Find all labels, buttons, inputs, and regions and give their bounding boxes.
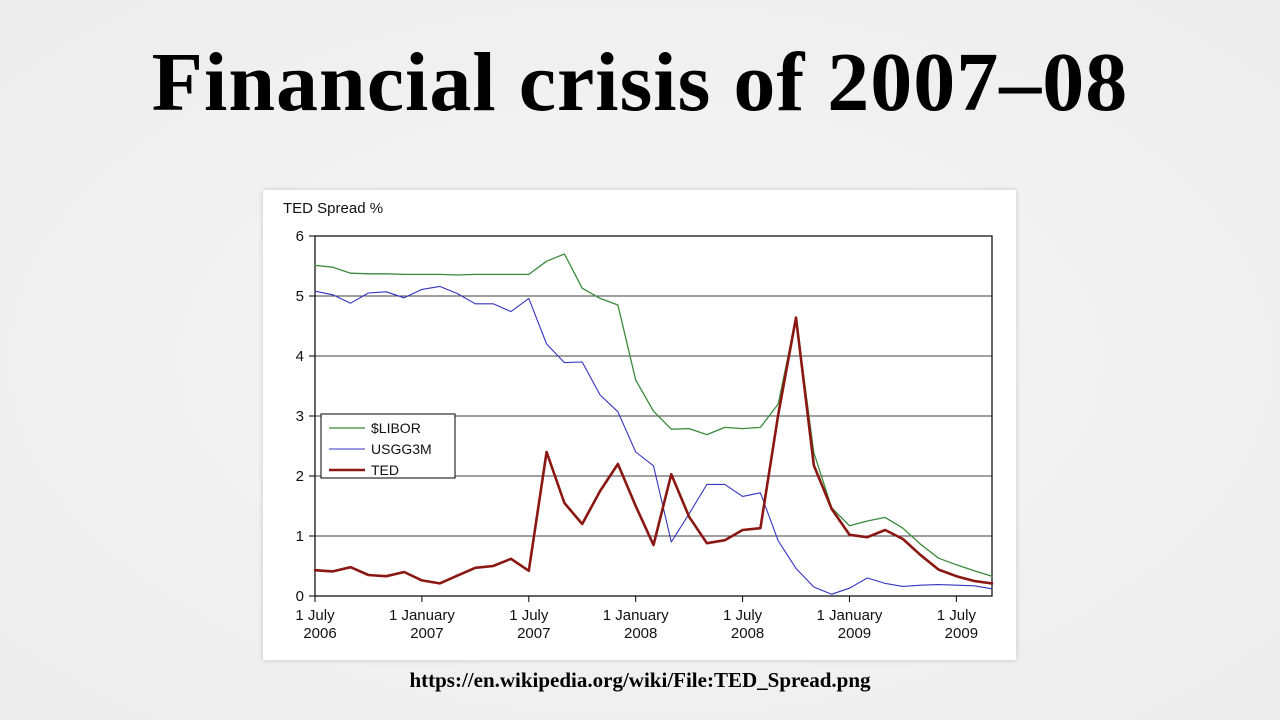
y-tick-label: 1	[296, 528, 304, 545]
legend-label-$LIBOR: $LIBOR	[371, 420, 421, 436]
source-url: https://en.wikipedia.org/wiki/File:TED_S…	[409, 668, 871, 692]
x-tick-label-year: 2009	[945, 625, 978, 642]
x-tick-label-date: 1 January	[389, 607, 455, 624]
y-tick-label: 4	[296, 348, 304, 365]
series-line-TED	[313, 316, 994, 585]
y-tick-label: 2	[296, 468, 304, 485]
x-tick-label-year: 2008	[731, 625, 764, 642]
y-tick-label: 3	[296, 408, 304, 425]
series-line-$LIBOR	[314, 253, 993, 577]
legend-label-USGG3M: USGG3M	[371, 441, 432, 457]
page-title: Financial crisis of 2007–08	[151, 36, 1129, 129]
x-tick-label-date: 1 January	[817, 607, 883, 624]
x-tick-label-date: 1 July	[509, 607, 549, 624]
x-tick-label-date: 1 July	[937, 607, 977, 624]
legend-box	[320, 413, 456, 479]
legend-label-TED: TED	[371, 462, 399, 478]
x-tick-label-year: 2006	[303, 625, 336, 642]
series-line-USGG3M	[314, 285, 993, 595]
chart-title: TED Spread %	[283, 200, 384, 217]
x-tick-label-date: 1 July	[723, 607, 763, 624]
y-tick-label: 0	[296, 588, 304, 605]
y-tick-label: 5	[296, 288, 304, 305]
x-tick-label-year: 2008	[624, 625, 657, 642]
x-tick-label-year: 2007	[517, 625, 550, 642]
x-tick-label-year: 2009	[838, 625, 871, 642]
x-tick-label-date: 1 July	[295, 607, 335, 624]
plot-frame	[314, 235, 993, 597]
y-tick-label: 6	[296, 228, 304, 245]
x-tick-label-year: 2007	[410, 625, 443, 642]
x-tick-label-date: 1 January	[603, 607, 669, 624]
